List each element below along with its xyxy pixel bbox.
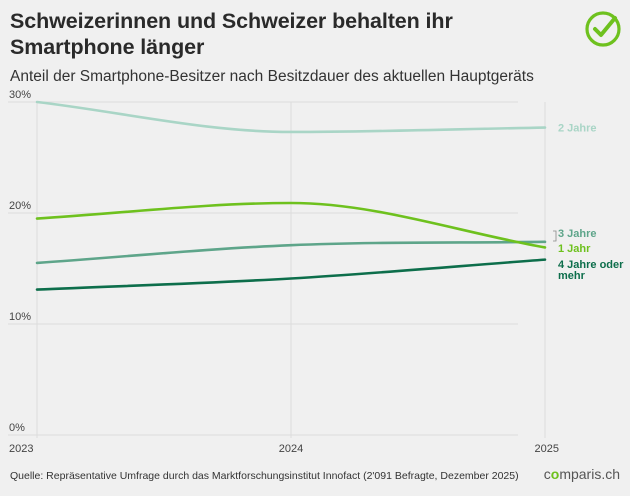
x-tick-label: 2024 [279,443,303,455]
series-line-2-jahre [35,100,547,134]
series-label-3-jahre: 3 Jahre [558,228,597,240]
brand-logo[interactable]: comparis.ch [544,466,620,482]
y-tick-label: 0% [9,422,25,434]
y-tick-label: 10% [9,311,31,323]
brand-text-prefix: c [543,466,551,482]
checkmark-logo-icon [585,11,621,47]
series-label-2-jahre: 2 Jahre [558,123,597,135]
brand-text-suffix: mparis.ch [559,466,620,482]
series-line-1-jahr [35,201,547,249]
x-tick-label: 2023 [9,443,33,455]
source-note: Quelle: Repräsentative Umfrage durch das… [10,470,519,482]
y-tick-label: 30% [9,89,31,101]
chart-subtitle: Anteil der Smartphone-Besitzer nach Besi… [10,68,534,85]
y-tick-label: 20% [9,200,31,212]
brand-text-o: o [550,466,560,482]
grid-lines [8,101,546,438]
series-line-3-jahre [35,240,547,265]
series-labels: 0% 10% 20% 30% 2023 2024 2025 2 Jahre 3 Jahre 1 J… [9,89,624,455]
series-lines [35,100,547,291]
series-line-4-jahre-oder-mehr [35,258,547,291]
series-label-1-jahr: 1 Jahr [558,243,591,255]
label-connector [553,230,557,242]
series-label-4-jahre-oder-mehr: 4 Jahre oder mehr [558,259,624,282]
x-tick-label: 2025 [535,443,559,455]
chart-title: Schweizerinnen und Schweizer behalten ih… [10,9,453,59]
